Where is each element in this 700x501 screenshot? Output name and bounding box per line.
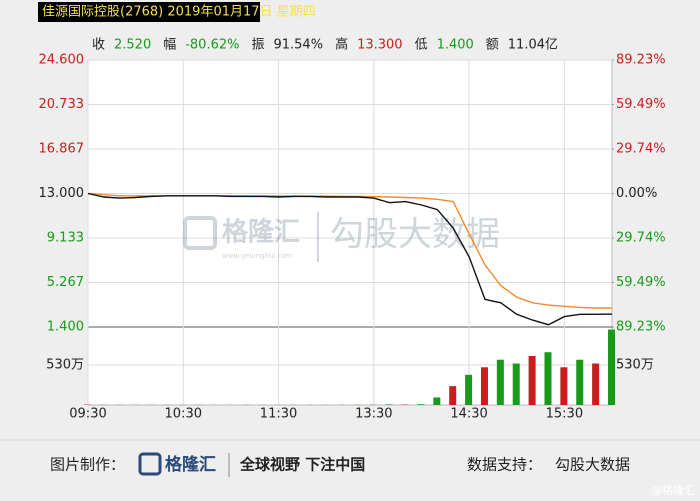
volume-bar <box>592 363 600 405</box>
info-label: 额 <box>486 38 499 53</box>
x-tick-label: 11:30 <box>260 407 297 422</box>
y2-tick-label: 59.49% <box>616 275 666 290</box>
volume-bar <box>560 367 568 405</box>
y-tick-label: 13.000 <box>39 186 85 201</box>
price-line <box>87 192 613 326</box>
info-label: 幅 <box>163 38 176 53</box>
volume-tick-label-right: 530万 <box>616 358 654 373</box>
header-title: 佳源国际控股(2768) 2019年01月17日 星期四 <box>42 5 316 20</box>
plot-background <box>87 59 613 406</box>
volume-bar <box>465 374 473 405</box>
volume-bar <box>528 355 536 405</box>
y-tick-label: 9.133 <box>47 231 84 246</box>
watermark-brand: 格隆汇 <box>222 217 300 248</box>
header-bar <box>38 2 260 22</box>
watermark-site: www.gelonghui.com <box>222 252 293 260</box>
x-tick-label: 13:30 <box>355 407 392 422</box>
watermark: 格隆汇 www.gelonghui.com 勾股大数据 <box>183 212 500 262</box>
footer-logo <box>138 452 162 476</box>
y-tick-label: 1.400 <box>47 320 84 335</box>
info-value: 1.400 <box>437 38 474 53</box>
volume-tick-label: 530万 <box>46 358 84 373</box>
y-tick-label: 24.600 <box>39 53 85 68</box>
y2-tick-label: 0.00% <box>616 186 657 201</box>
y2-tick-label: 29.74% <box>616 230 666 245</box>
info-label: 振 <box>251 38 264 53</box>
y2-tick-label: 89.23% <box>616 320 666 335</box>
volume-bar <box>608 329 615 405</box>
footer-data-by: 数据支持： <box>467 456 542 474</box>
volume-bar <box>385 404 393 405</box>
x-tick-label: 14:30 <box>450 407 487 422</box>
info-value: 11.04亿 <box>508 38 558 53</box>
y-tick-label: 16.867 <box>39 141 85 156</box>
x-tick-label: 15:30 <box>546 407 583 422</box>
y-tick-label: 20.733 <box>39 97 85 112</box>
y2-tick-label: 59.49% <box>616 97 666 112</box>
footer-partner: 勾股大数据 <box>555 456 630 474</box>
info-label: 收 <box>92 38 105 53</box>
watermark-logo <box>183 216 217 250</box>
plot <box>87 59 613 406</box>
footer-made-by: 图片制作： <box>50 456 125 474</box>
info-label: 低 <box>415 38 428 53</box>
volume-bar <box>496 359 504 405</box>
info-value: 2.520 <box>114 38 151 53</box>
footer-credit: @格隆汇 <box>651 483 695 497</box>
x-tick-label: 09:30 <box>69 407 106 422</box>
volume-bar <box>576 359 584 405</box>
footer-slogan: 全球视野 下注中国 <box>239 456 365 474</box>
y2-tick-label: 89.23% <box>616 53 666 68</box>
info-value: 13.300 <box>357 38 403 53</box>
volume-bar <box>449 386 457 405</box>
watermark-partner: 勾股大数据 <box>330 215 500 255</box>
volume-bar <box>433 397 441 405</box>
volume-bar <box>512 363 520 405</box>
x-tick-label: 10:30 <box>165 407 202 422</box>
info-value: 91.54% <box>273 38 323 53</box>
info-value: -80.62% <box>185 38 239 53</box>
y2-tick-label: 29.74% <box>616 142 666 157</box>
y-tick-label: 5.267 <box>47 275 84 290</box>
volume-bar <box>480 367 488 405</box>
volume-bar <box>417 404 425 405</box>
info-label: 高 <box>335 37 348 53</box>
footer-brand: 格隆汇 <box>165 454 216 475</box>
volume-bar <box>544 352 552 405</box>
